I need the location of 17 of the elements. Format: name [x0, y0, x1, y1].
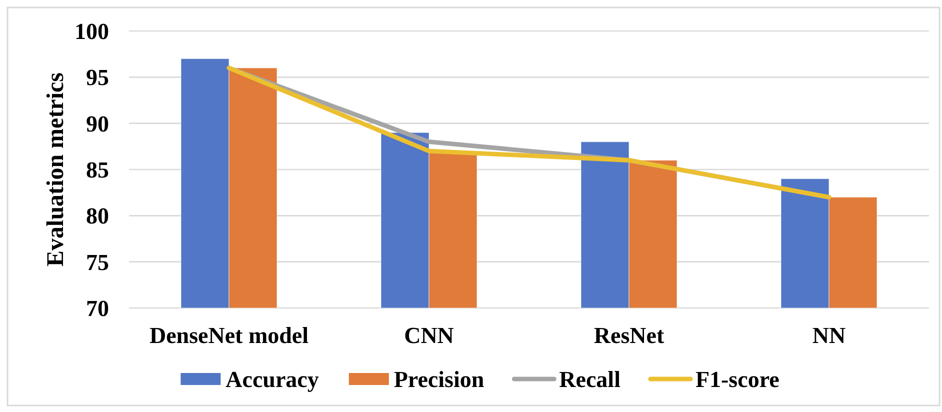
x-tick-label: ResNet: [594, 323, 664, 348]
x-tick-label: DenseNet model: [149, 323, 309, 348]
x-tick-label: CNN: [404, 323, 454, 348]
y-tick-label: 80: [86, 204, 109, 229]
y-tick-label: 70: [86, 296, 109, 322]
legend-label: Precision: [394, 367, 484, 392]
y-axis-title: Evaluation metrics: [43, 72, 69, 266]
y-tick-label: 90: [86, 111, 109, 136]
legend-label: Accuracy: [226, 367, 320, 392]
y-tick-label: 100: [74, 19, 109, 44]
y-tick-label: 85: [86, 158, 109, 183]
y-tick-label: 95: [86, 65, 109, 90]
legend-label: Recall: [559, 367, 620, 392]
x-tick-label: NN: [812, 323, 846, 348]
line-series: [226, 66, 832, 200]
y-tick-label: 75: [86, 250, 109, 275]
legend-label: F1-score: [695, 367, 780, 392]
